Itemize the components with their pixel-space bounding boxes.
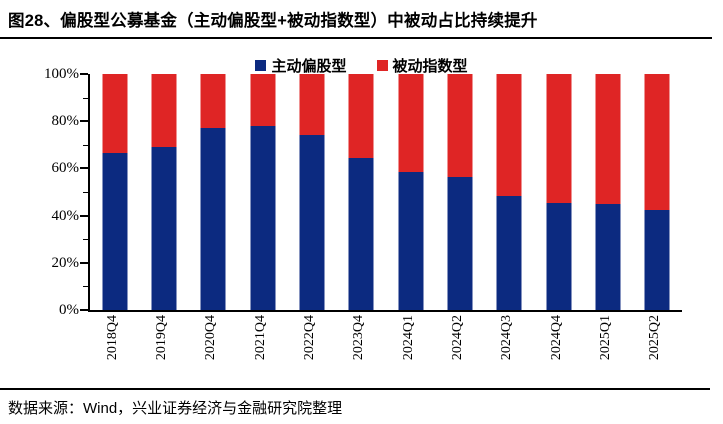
- x-tick-label: 2023Q4: [351, 315, 367, 361]
- bar-segment-passive: [595, 74, 621, 204]
- chart-legend: 主动偏股型 被动指数型: [0, 55, 723, 76]
- bar-segment-passive: [496, 74, 522, 196]
- y-tick-label: 60%: [51, 160, 80, 177]
- y-tick-major: [80, 309, 88, 311]
- legend-item-active: 主动偏股型: [255, 55, 347, 76]
- bar-segment-passive: [200, 74, 226, 129]
- x-tick-label: 2024Q3: [499, 315, 515, 361]
- x-tick-label: 2024Q2: [450, 315, 465, 361]
- bar-segment-active: [496, 195, 522, 310]
- bar-segment-active: [102, 153, 128, 310]
- x-tick-label: 2024Q1: [400, 315, 416, 361]
- legend-label-passive: 被动指数型: [392, 58, 468, 75]
- bar-2018Q4: [102, 74, 128, 310]
- bar-segment-passive: [447, 74, 473, 177]
- bar-slot-2024Q1: [386, 74, 435, 310]
- y-tick-label: 0%: [59, 302, 79, 318]
- bar-slot-2022Q4: [287, 74, 336, 310]
- x-tick-label: 2024Q4: [548, 315, 564, 361]
- bar-segment-active: [398, 171, 424, 310]
- bar-slot-2023Q4: [337, 74, 386, 310]
- y-tick-minor: [83, 192, 88, 193]
- bar-segment-active: [595, 203, 621, 310]
- y-tick-minor: [83, 144, 88, 146]
- plot-area: [88, 74, 682, 312]
- bar-segment-active: [447, 176, 473, 310]
- bar-slot-2020Q4: [189, 74, 238, 310]
- title-divider-line: [0, 37, 712, 39]
- bar-segment-active: [151, 147, 177, 310]
- legend-label-active: 主动偏股型: [271, 58, 347, 75]
- bar-segment-active: [644, 209, 670, 310]
- bar-segment-passive: [348, 74, 374, 158]
- x-tick-label: 2025Q2: [647, 315, 663, 361]
- bar-segment-passive: [398, 74, 424, 172]
- bar-slot-2024Q3: [485, 74, 534, 310]
- bar-segment-active: [200, 128, 226, 310]
- bar-2024Q3: [496, 74, 522, 310]
- bar-segment-passive: [299, 74, 325, 136]
- y-tick-label: 80%: [51, 113, 80, 130]
- bar-segment-passive: [102, 74, 128, 154]
- figure-title: 图28、偏股型公募基金（主动偏股型+被动指数型）中被动占比持续提升: [8, 12, 538, 30]
- y-tick-major: [80, 120, 88, 123]
- y-tick-label: 40%: [51, 207, 80, 224]
- y-tick-major: [80, 73, 88, 75]
- bar-segment-passive: [644, 74, 670, 210]
- x-tick-label: 2018Q4: [104, 315, 120, 361]
- y-tick-major: [80, 214, 88, 217]
- y-tick-label: 20%: [51, 254, 80, 271]
- y-tick-major: [80, 167, 88, 170]
- legend-swatch-passive-red: [376, 60, 388, 71]
- bar-series-container: [90, 74, 682, 310]
- bar-segment-passive: [250, 74, 276, 126]
- bar-2025Q2: [644, 74, 670, 310]
- bar-2024Q1: [398, 74, 424, 310]
- y-tick-minor: [83, 286, 88, 288]
- y-tick-minor: [83, 239, 88, 241]
- x-tick-label: 2022Q4: [302, 315, 317, 361]
- x-tick-label: 2019Q4: [154, 315, 169, 361]
- bar-2022Q4: [299, 74, 325, 310]
- bar-slot-2021Q4: [238, 74, 287, 310]
- bar-segment-active: [250, 125, 276, 310]
- legend-item-passive: 被动指数型: [376, 55, 468, 76]
- footer-divider-line: [0, 388, 710, 390]
- data-source-note: 数据来源：Wind，兴业证券经济与金融研究院整理: [8, 400, 343, 417]
- bar-slot-2024Q2: [435, 74, 484, 310]
- bar-segment-active: [348, 157, 374, 310]
- bar-slot-2025Q1: [583, 74, 632, 310]
- bar-2024Q4: [546, 74, 572, 310]
- bar-segment-active: [299, 135, 325, 310]
- bar-slot-2025Q2: [633, 74, 682, 310]
- bar-2025Q1: [595, 74, 621, 310]
- bar-slot-2019Q4: [139, 74, 188, 310]
- y-tick-label: 100%: [44, 66, 79, 82]
- bar-2023Q4: [348, 74, 374, 310]
- legend-swatch-active-blue: [255, 60, 267, 71]
- x-tick-label: 2020Q4: [203, 315, 219, 361]
- y-tick-major: [80, 261, 88, 264]
- x-tick-label: 2025Q1: [598, 315, 613, 361]
- bar-slot-2018Q4: [90, 74, 139, 310]
- bar-segment-active: [546, 202, 572, 310]
- bar-segment-passive: [151, 74, 177, 148]
- bar-2021Q4: [250, 74, 276, 310]
- y-tick-minor: [83, 97, 88, 99]
- x-tick-label: 2021Q4: [252, 315, 268, 361]
- bar-slot-2024Q4: [534, 74, 583, 310]
- bar-2024Q2: [447, 74, 473, 310]
- bar-segment-passive: [546, 74, 572, 203]
- bar-2020Q4: [200, 74, 226, 310]
- bar-2019Q4: [151, 74, 177, 310]
